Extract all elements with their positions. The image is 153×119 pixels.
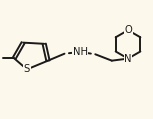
Text: S: S — [24, 64, 30, 74]
Text: O: O — [124, 25, 132, 35]
Text: NH: NH — [73, 47, 88, 57]
Text: N: N — [124, 54, 132, 64]
